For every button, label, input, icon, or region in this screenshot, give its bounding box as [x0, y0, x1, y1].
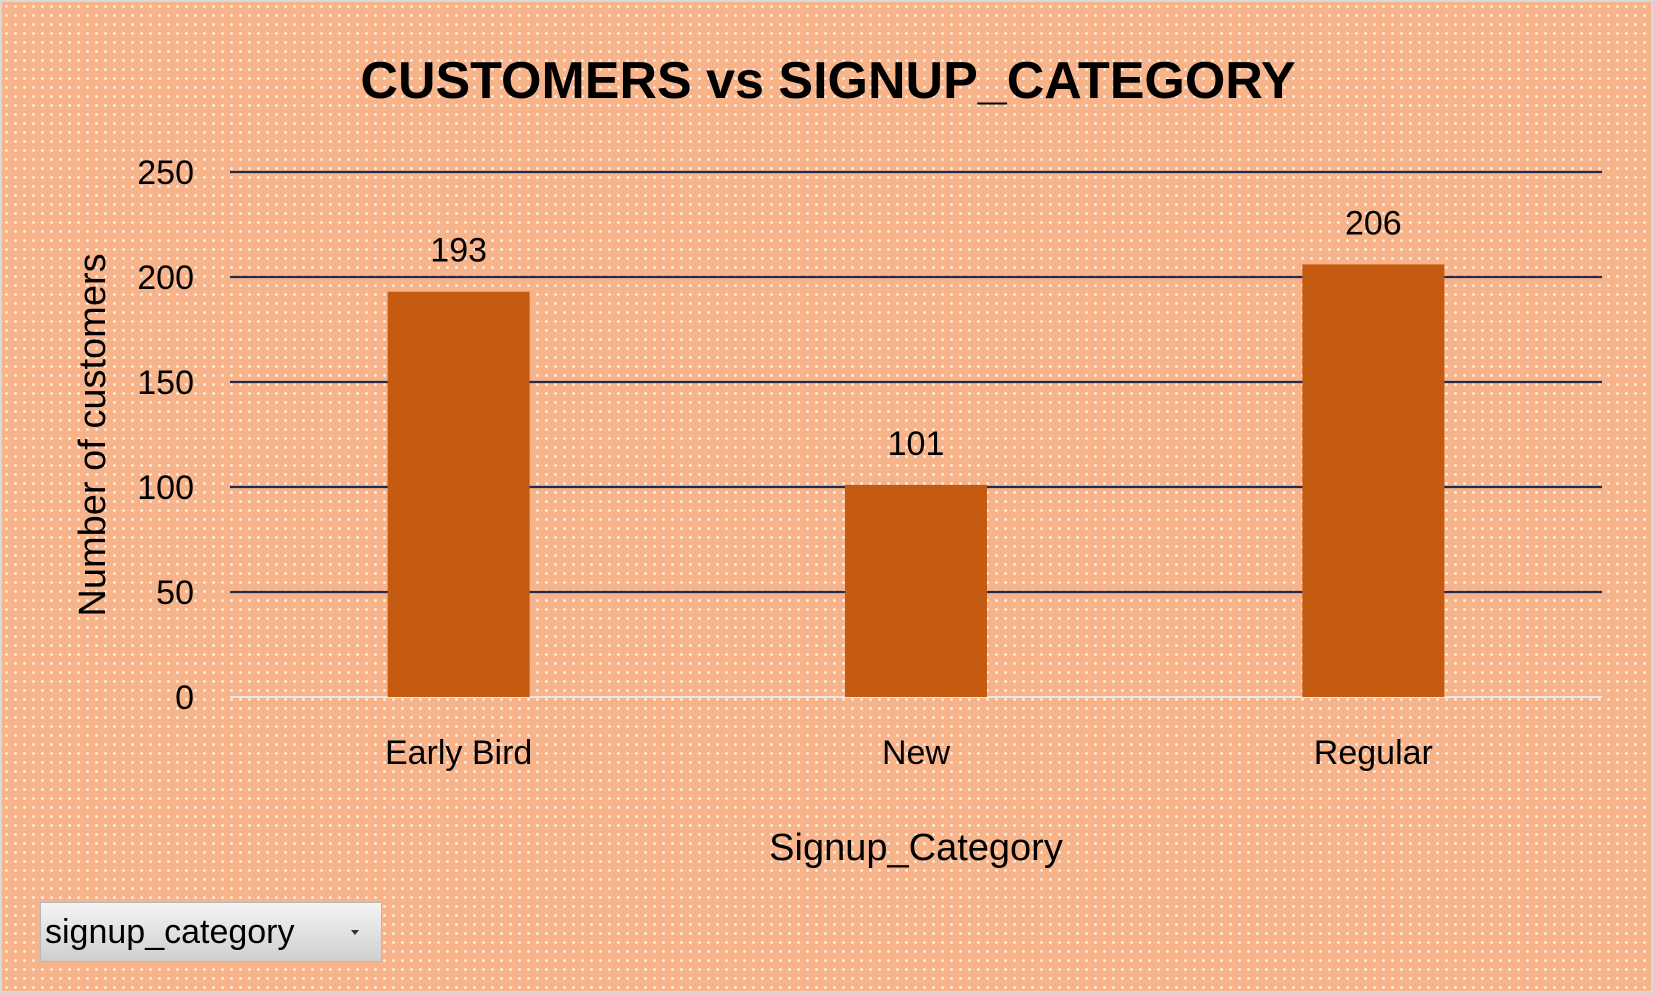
y-axis-title: Number of customers — [72, 253, 114, 616]
x-axis-categories: Early Bird New Regular — [385, 734, 1433, 772]
y-tick-label: 200 — [137, 259, 194, 297]
x-category-label: Regular — [1314, 734, 1433, 772]
y-tick-label: 250 — [137, 154, 194, 192]
y-tick-label: 0 — [175, 679, 194, 717]
data-label: 193 — [430, 232, 487, 270]
x-category-label: New — [882, 734, 950, 772]
chart-title: CUSTOMERS vs SIGNUP_CATEGORY — [360, 52, 1295, 110]
bars — [387, 264, 1445, 697]
x-category-label: Early Bird — [385, 734, 532, 772]
y-tick-label: 150 — [137, 364, 194, 402]
field-button-label: signup_category — [45, 912, 295, 951]
data-label: 101 — [888, 425, 945, 463]
x-axis-title: Signup_Category — [769, 827, 1063, 869]
data-label: 206 — [1345, 204, 1402, 242]
bar-early-bird[interactable] — [387, 291, 530, 697]
y-tick-label: 100 — [137, 469, 194, 507]
bar-new[interactable] — [845, 484, 987, 697]
bar-regular[interactable] — [1302, 264, 1445, 697]
y-axis-ticks: 0 50 100 150 200 250 — [137, 154, 194, 717]
chevron-down-icon[interactable] — [351, 930, 359, 935]
y-tick-label: 50 — [156, 574, 194, 612]
data-labels: 193 101 206 — [430, 204, 1401, 463]
signup-category-field-button[interactable]: signup_category — [40, 902, 382, 962]
